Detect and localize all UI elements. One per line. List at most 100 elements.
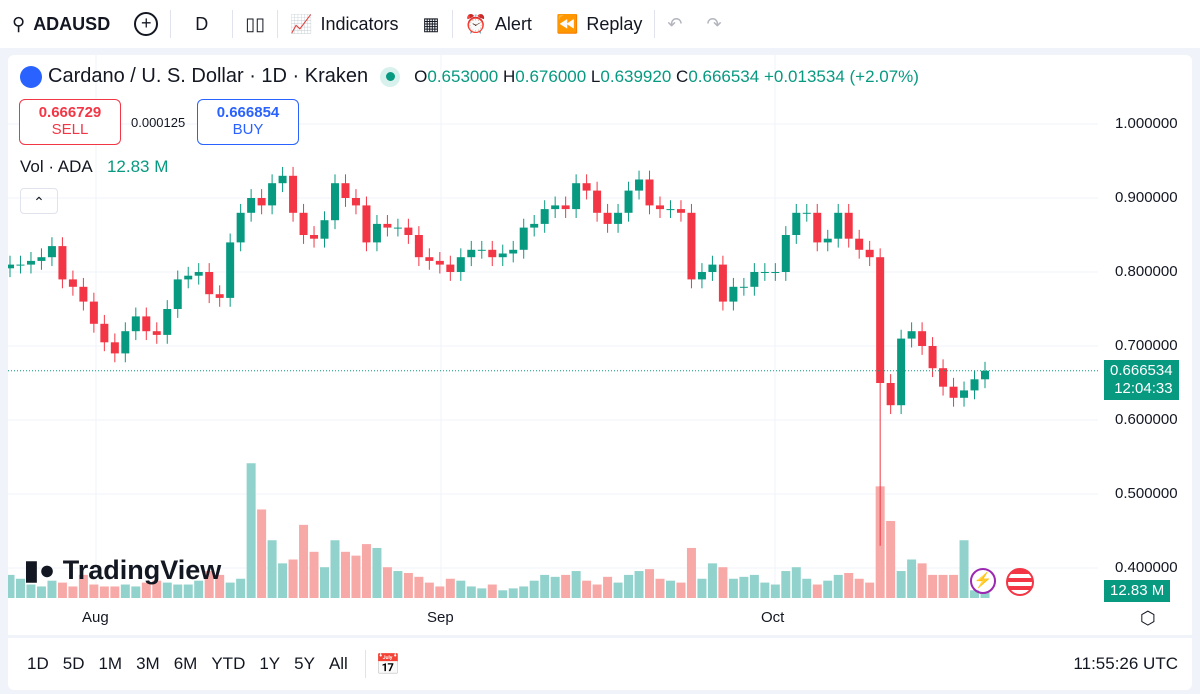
volume-bar xyxy=(665,580,675,598)
volume-bar xyxy=(802,578,812,598)
candle-body xyxy=(624,190,633,213)
volume-bar xyxy=(361,544,371,598)
candle-body xyxy=(310,235,319,239)
volume-bar xyxy=(540,574,550,598)
volume-bar xyxy=(812,584,822,598)
candles-icon: ▯▯ xyxy=(245,13,266,34)
candle-body xyxy=(708,264,717,272)
time-tick: Aug xyxy=(82,609,109,626)
volume-bar xyxy=(225,582,235,598)
replay-button[interactable]: ⏪ Replay xyxy=(555,13,643,34)
volume-bar xyxy=(749,574,759,598)
settings-icon[interactable]: ⬡ xyxy=(1140,608,1156,628)
volume-bar xyxy=(330,540,340,598)
indicators-icon: 📈 xyxy=(290,13,313,34)
candle-body xyxy=(404,227,413,235)
range-3m[interactable]: 3M xyxy=(136,654,160,673)
candle-body xyxy=(739,286,748,288)
candle-body xyxy=(792,212,801,235)
candle-body xyxy=(8,264,14,269)
lightning-icon[interactable]: ⚡ xyxy=(970,568,996,594)
volume-bar xyxy=(770,584,780,598)
candle-body xyxy=(498,253,507,258)
volume-legend: Vol · ADA 12.83 M xyxy=(20,157,169,176)
volume-bar xyxy=(561,574,571,598)
time-tick: Oct xyxy=(761,609,785,626)
collapse-legend-button[interactable]: ⌃ xyxy=(20,188,58,214)
volume-bar xyxy=(970,590,980,598)
candle-body xyxy=(781,235,790,272)
grid-icon: ▦ xyxy=(422,13,440,34)
candle-body xyxy=(540,209,549,224)
candle-body xyxy=(918,331,927,346)
volume-bar xyxy=(194,580,204,598)
volume-bar xyxy=(582,580,592,598)
chart-type-button[interactable]: ▯▯ xyxy=(233,0,277,48)
chart-panel[interactable]: Cardano / U. S. Dollar · 1D · Kraken O0.… xyxy=(8,55,1192,635)
indicators-button[interactable]: 📈 Indicators xyxy=(290,13,399,34)
volume-bar xyxy=(15,578,25,598)
volume-bar xyxy=(707,563,717,598)
time-tick: Sep xyxy=(427,609,454,626)
volume-bar xyxy=(288,559,298,598)
volume-bar xyxy=(550,576,560,598)
candle-body xyxy=(572,183,581,210)
symbol-search[interactable]: ⚲ ADAUSD xyxy=(12,13,111,34)
clock[interactable]: 11:55:26 UTC xyxy=(1073,654,1178,673)
layouts-button[interactable]: ▦ xyxy=(410,0,451,48)
undo-button[interactable]: ↶ xyxy=(655,0,694,48)
range-5y[interactable]: 5Y xyxy=(294,654,315,673)
price-tick: 0.400000 xyxy=(1115,559,1178,576)
alarm-clock-icon: ⏰ xyxy=(464,13,487,34)
candle-body xyxy=(907,331,916,339)
candle-body xyxy=(750,272,759,287)
range-1d[interactable]: 1D xyxy=(27,654,49,673)
alert-button[interactable]: ⏰ Alert xyxy=(464,13,532,34)
volume-bar xyxy=(47,580,57,598)
candle-body xyxy=(58,246,67,280)
tv-logo-icon: ▮● xyxy=(24,555,56,585)
range-1y[interactable]: 1Y xyxy=(259,654,281,673)
candle-body xyxy=(131,316,140,332)
range-6m[interactable]: 6M xyxy=(173,654,198,673)
us-flag-icon[interactable] xyxy=(1006,568,1034,596)
volume-tag: 12.83 M xyxy=(1104,580,1171,602)
candle-body xyxy=(488,249,497,258)
range-1m[interactable]: 1M xyxy=(98,654,123,673)
search-icon: ⚲ xyxy=(12,13,26,34)
candle-body xyxy=(446,264,455,272)
candle-body xyxy=(163,309,172,335)
sell-button[interactable]: 0.666729 SELL xyxy=(19,99,121,145)
candle-body xyxy=(257,198,266,206)
redo-button[interactable]: ↷ xyxy=(694,0,733,48)
last-price-tag: 0.666534 12:04:33 xyxy=(1104,360,1179,400)
buy-button[interactable]: 0.666854 BUY xyxy=(197,99,299,145)
volume-bar xyxy=(886,521,896,598)
interval-button[interactable]: D xyxy=(195,13,209,34)
range-ytd[interactable]: YTD xyxy=(211,654,246,673)
volume-bar xyxy=(456,580,466,598)
volume-bar xyxy=(152,580,162,598)
compare-button[interactable]: + xyxy=(122,0,170,48)
candle-body xyxy=(551,205,560,210)
volume-bar xyxy=(529,580,539,598)
candle-body xyxy=(110,342,119,354)
volume-bar xyxy=(519,586,529,598)
candle-body xyxy=(970,379,979,391)
volume-bar xyxy=(382,567,392,598)
candle-body xyxy=(865,249,874,258)
range-5d[interactable]: 5D xyxy=(62,654,85,673)
volume-bar xyxy=(267,540,277,598)
price-chart[interactable] xyxy=(8,55,1098,615)
price-tick: 1.000000 xyxy=(1115,115,1178,132)
date-range-icon[interactable]: 📅 xyxy=(375,653,401,676)
volume-bar xyxy=(833,574,843,598)
candle-body xyxy=(362,205,371,243)
candle-body xyxy=(477,249,486,251)
undo-icon: ↶ xyxy=(667,13,683,34)
range-all[interactable]: All xyxy=(328,654,348,673)
cardano-logo-icon xyxy=(20,65,42,88)
candle-body xyxy=(247,198,256,213)
candle-body xyxy=(656,205,664,210)
volume-bar xyxy=(173,584,183,598)
